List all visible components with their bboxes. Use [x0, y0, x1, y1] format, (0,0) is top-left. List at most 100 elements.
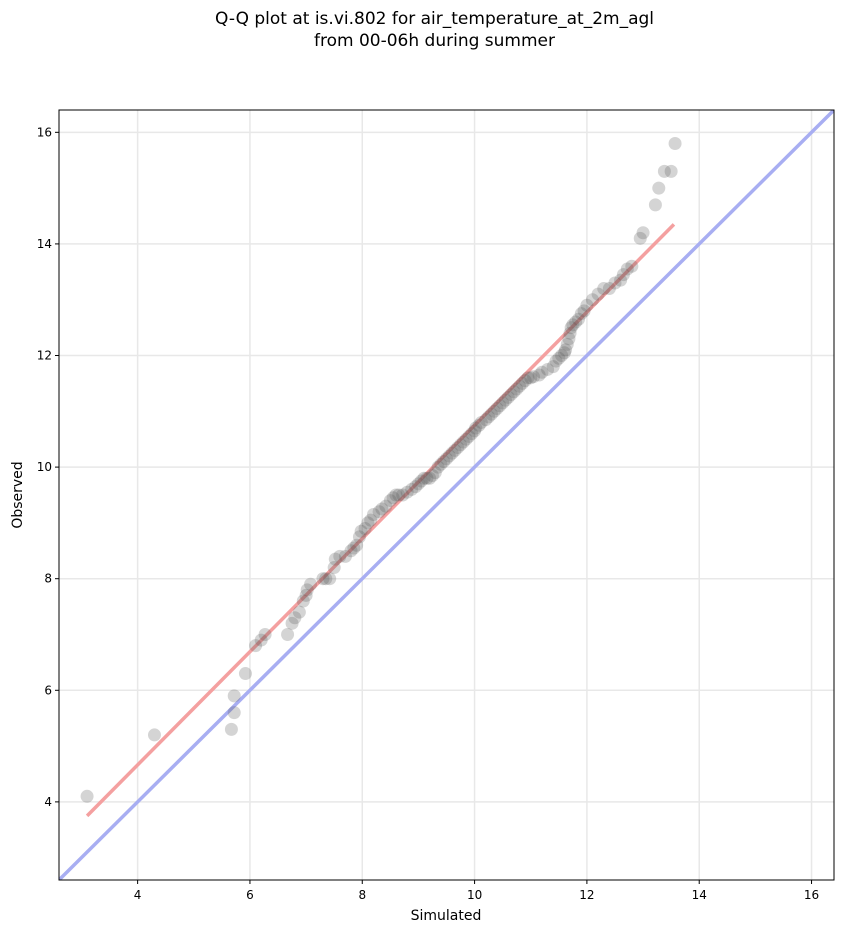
- data-point: [469, 421, 483, 435]
- y-tick-label: 16: [37, 125, 52, 139]
- grid-lines: [59, 110, 834, 880]
- data-point: [586, 293, 600, 307]
- data-point: [552, 351, 566, 365]
- data-point: [487, 404, 501, 418]
- x-tick-label: 10: [467, 888, 482, 902]
- data-point: [299, 588, 313, 602]
- data-point: [549, 354, 563, 368]
- data-point: [389, 488, 403, 502]
- data-point: [437, 455, 451, 469]
- data-point: [510, 382, 524, 396]
- plot-frame: [58, 109, 835, 881]
- data-point: [546, 360, 560, 374]
- data-point: [258, 627, 272, 641]
- data-point: [507, 385, 521, 399]
- data-point: [227, 689, 241, 703]
- data-point: [482, 410, 496, 424]
- data-point: [409, 480, 423, 494]
- data-point: [490, 402, 504, 416]
- data-point: [396, 488, 410, 502]
- data-point: [559, 343, 573, 357]
- y-tick-label: 14: [37, 237, 52, 251]
- data-point: [504, 388, 518, 402]
- data-point: [434, 457, 448, 471]
- data-point: [465, 427, 479, 441]
- axis-ticks: 4 6 8 10 12 14 16 4 6 8 10 12 14 16: [37, 125, 819, 902]
- data-point: [608, 276, 622, 290]
- data-point: [636, 226, 650, 240]
- data-point: [249, 639, 263, 653]
- data-point: [328, 552, 342, 566]
- x-axis-label: Simulated: [411, 908, 482, 924]
- data-point: [602, 282, 616, 296]
- y-tick-label: 6: [44, 683, 52, 697]
- data-point: [571, 312, 585, 326]
- data-point: [625, 259, 639, 273]
- data-point: [569, 315, 583, 329]
- data-point: [375, 502, 389, 516]
- data-point: [468, 424, 482, 438]
- y-tick-label: 8: [44, 572, 52, 586]
- data-point: [564, 321, 578, 335]
- data-point: [493, 399, 507, 413]
- data-point: [555, 349, 569, 363]
- data-point: [591, 287, 605, 301]
- data-point: [518, 374, 532, 388]
- data-point: [532, 368, 546, 382]
- data-point: [524, 371, 538, 385]
- data-point: [423, 471, 437, 485]
- data-point: [292, 605, 306, 619]
- data-point: [364, 513, 378, 527]
- data-point: [442, 449, 456, 463]
- data-point: [361, 516, 375, 530]
- y-axis-label: Observed: [10, 461, 26, 528]
- data-point: [358, 521, 372, 535]
- data-point: [80, 789, 94, 803]
- y-tick-label: 4: [44, 795, 52, 809]
- data-point: [648, 198, 662, 212]
- data-point: [405, 482, 419, 496]
- data-point: [352, 530, 366, 544]
- data-point: [577, 304, 591, 318]
- data-point: [633, 231, 647, 245]
- data-point: [472, 418, 486, 432]
- data-point: [300, 583, 314, 597]
- data-point: [431, 460, 445, 474]
- data-point: [445, 446, 459, 460]
- data-point: [451, 441, 465, 455]
- x-tick-label: 6: [246, 888, 254, 902]
- data-point: [411, 477, 425, 491]
- data-point: [527, 370, 541, 384]
- data-point: [498, 393, 512, 407]
- data-point: [414, 474, 428, 488]
- data-point: [319, 572, 333, 586]
- data-point: [563, 326, 577, 340]
- data-point: [428, 466, 442, 480]
- data-point: [535, 365, 549, 379]
- data-point: [448, 443, 462, 457]
- y-tick-label: 10: [37, 460, 52, 474]
- data-point: [366, 508, 380, 522]
- data-point: [224, 722, 238, 736]
- data-point: [238, 667, 252, 681]
- identity-line: [59, 110, 834, 880]
- x-tick-label: 16: [804, 888, 819, 902]
- fit-line: [85, 223, 676, 818]
- data-point: [147, 728, 161, 742]
- data-point: [347, 541, 361, 555]
- x-tick-label: 12: [579, 888, 594, 902]
- data-point: [515, 376, 529, 390]
- data-point: [657, 164, 671, 178]
- data-point: [597, 282, 611, 296]
- data-point: [285, 616, 299, 630]
- data-point: [496, 396, 510, 410]
- data-point: [372, 505, 386, 519]
- data-point: [350, 538, 364, 552]
- data-point: [392, 488, 406, 502]
- data-point: [616, 268, 630, 282]
- data-point: [354, 524, 368, 538]
- y-tick-label: 12: [37, 349, 52, 363]
- data-point: [456, 435, 470, 449]
- data-point: [344, 544, 358, 558]
